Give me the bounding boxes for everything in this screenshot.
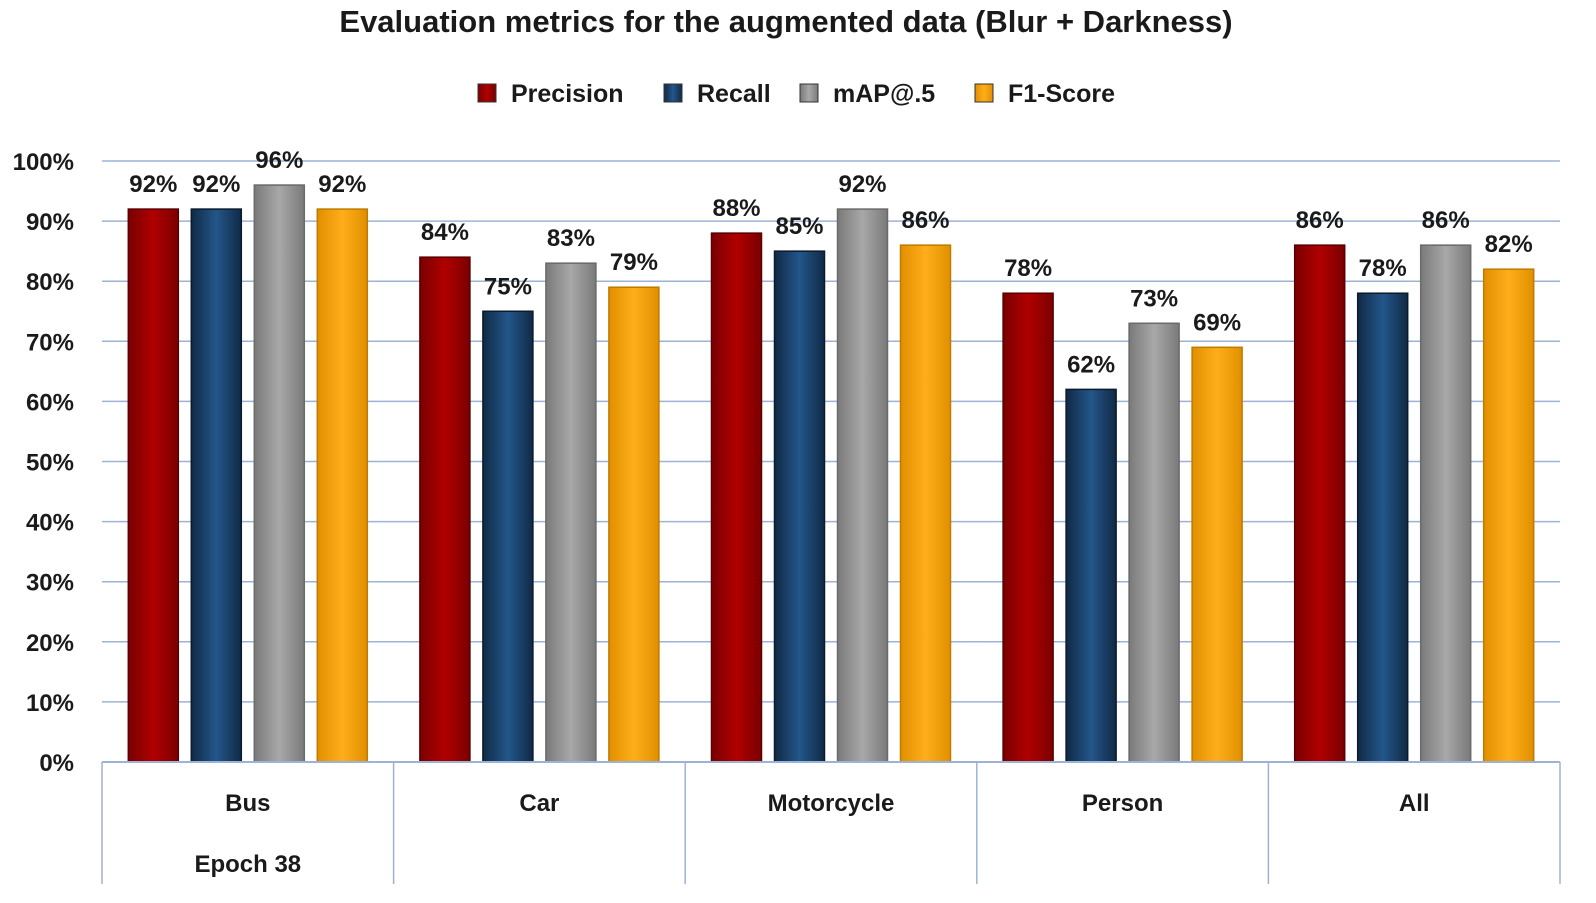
data-label-bus-f1-score: 92% (318, 171, 366, 198)
data-label-bus-recall: 92% (192, 171, 240, 198)
data-label-car-recall: 75% (484, 273, 532, 300)
bar-bus-recall (190, 208, 243, 763)
data-label-motorcycle-recall: 85% (775, 213, 823, 240)
data-label-bus-precision: 92% (129, 171, 177, 198)
y-tick-label: 60% (26, 389, 74, 416)
category-label-motorcycle: Motorcycle (768, 790, 895, 817)
bar-all-recall (1356, 292, 1409, 763)
legend-label-f1-score: F1-Score (1008, 80, 1115, 108)
data-label-car-map-5: 83% (547, 225, 595, 252)
data-label-car-precision: 84% (421, 219, 469, 246)
bar-all-f1-score (1482, 268, 1535, 763)
bar-motorcycle-f1-score (899, 244, 952, 763)
data-label-motorcycle-map-5: 92% (838, 171, 886, 198)
legend-swatch-recall (663, 83, 683, 103)
bar-bus-map-5 (253, 184, 306, 763)
bar-motorcycle-map-5 (836, 208, 889, 763)
bar-person-map-5 (1128, 322, 1180, 763)
legend-label-precision: Precision (511, 80, 624, 108)
data-label-all-precision: 86% (1296, 207, 1344, 234)
bar-all-map-5 (1419, 244, 1472, 763)
y-tick-label: 70% (26, 329, 74, 356)
bar-person-precision (1002, 292, 1054, 763)
data-label-person-precision: 78% (1004, 255, 1052, 282)
legend-label-map-5: mAP@.5 (833, 80, 935, 108)
legend-swatch-precision (477, 83, 497, 103)
category-label-car: Car (519, 790, 559, 817)
x-axis: Bus Car Motorcycle Person All Epoch 38 (101, 761, 1561, 884)
legend: Precision Recall mAP@.5 F1-Score (477, 80, 1115, 108)
bar-bus-precision (127, 208, 180, 763)
bar-person-f1-score (1191, 346, 1243, 763)
data-label-all-f1-score: 82% (1485, 231, 1533, 258)
legend-label-recall: Recall (697, 80, 771, 108)
category-label-all: All (1399, 790, 1430, 817)
data-label-person-recall: 62% (1067, 351, 1115, 378)
bar-all-precision (1293, 244, 1346, 763)
y-tick-label: 30% (26, 570, 74, 597)
bar-car-f1-score (608, 286, 660, 763)
bars (127, 184, 1535, 763)
y-tick-label: 0% (39, 750, 74, 777)
chart-title: Evaluation metrics for the augmented dat… (339, 4, 1232, 39)
y-axis-ticks: 0% 10% 20% 30% 40% 50% 60% 70% 80% 90% 100% (13, 149, 74, 777)
bar-car-recall (482, 310, 534, 763)
data-label-car-f1-score: 79% (610, 249, 658, 276)
data-label-all-recall: 78% (1359, 255, 1407, 282)
group-label: Epoch 38 (194, 851, 301, 878)
bar-person-recall (1065, 388, 1117, 763)
bar-motorcycle-precision (710, 232, 763, 763)
category-label-bus: Bus (225, 790, 270, 817)
data-label-motorcycle-f1-score: 86% (901, 207, 949, 234)
y-tick-label: 10% (26, 690, 74, 717)
y-tick-label: 80% (26, 269, 74, 296)
y-tick-label: 90% (26, 209, 74, 236)
data-labels: 92% 92% 96% 92% 84% 75% 83% 79% 88% 85% 92% 86% 78% 6… (129, 147, 1532, 378)
y-tick-label: 20% (26, 630, 74, 657)
y-tick-label: 100% (13, 149, 74, 176)
bar-bus-f1-score (316, 208, 369, 763)
legend-swatch-map-5 (799, 83, 819, 103)
category-label-person: Person (1082, 790, 1163, 817)
data-label-motorcycle-precision: 88% (712, 195, 760, 222)
data-label-person-f1-score: 69% (1193, 309, 1241, 336)
bar-car-map-5 (545, 262, 597, 763)
data-label-person-map-5: 73% (1130, 285, 1178, 312)
y-tick-label: 50% (26, 450, 74, 477)
bar-car-precision (419, 256, 471, 763)
y-tick-label: 40% (26, 510, 74, 537)
data-label-all-map-5: 86% (1422, 207, 1470, 234)
bar-motorcycle-recall (773, 250, 826, 763)
legend-swatch-f1-score (974, 83, 994, 103)
data-label-bus-map-5: 96% (255, 147, 303, 174)
